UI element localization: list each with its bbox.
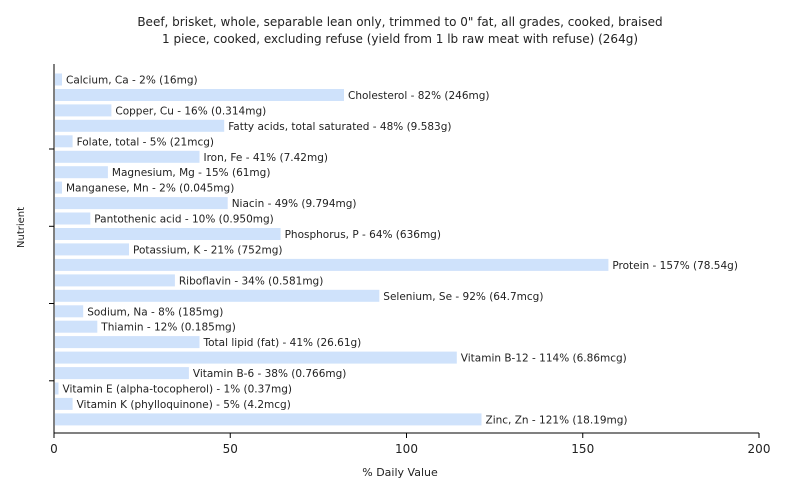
bar — [55, 150, 200, 163]
bar-label: Sodium, Na - 8% (185mg) — [87, 306, 223, 318]
bar-label: Niacin - 49% (9.794mg) — [232, 198, 357, 210]
bar-label: Phosphorus, P - 64% (636mg) — [285, 229, 441, 241]
bar — [55, 305, 84, 318]
chart-title-line-2: 1 piece, cooked, excluding refuse (yield… — [162, 32, 638, 46]
bar-label: Vitamin E (alpha-tocopherol) - 1% (0.37m… — [63, 384, 293, 396]
bar — [55, 397, 73, 410]
bar — [55, 367, 189, 380]
bar-label: Riboflavin - 34% (0.581mg) — [179, 275, 323, 287]
axes-group: 0 50 100 150 200 — [49, 64, 770, 456]
bar — [55, 228, 281, 240]
bar — [55, 243, 129, 256]
bar-label: Manganese, Mn - 2% (0.045mg) — [66, 183, 234, 195]
bar-label: Iron, Fe - 41% (7.42mg) — [204, 152, 328, 164]
x-tick-label: 200 — [748, 442, 771, 456]
bar — [55, 73, 62, 86]
x-tick-label: 150 — [571, 442, 594, 456]
bar-label: Calcium, Ca - 2% (16mg) — [66, 75, 198, 87]
bar-label: Total lipid (fat) - 41% (26.61g) — [203, 337, 362, 349]
bar-label: Vitamin B-12 - 114% (6.86mcg) — [461, 353, 627, 365]
bar-label: Cholesterol - 82% (246mg) — [348, 90, 490, 102]
bar-label: Zinc, Zn - 121% (18.19mg) — [486, 414, 628, 426]
bar — [55, 212, 91, 225]
bar — [55, 382, 59, 395]
bar-group — [55, 73, 609, 426]
bar — [55, 104, 112, 117]
bar — [55, 413, 482, 426]
bar — [55, 197, 228, 210]
bar-label: Selenium, Se - 92% (64.7mcg) — [383, 291, 543, 303]
y-axis-label: Nutrient — [16, 206, 27, 248]
bar — [55, 258, 609, 271]
bar — [55, 119, 225, 132]
bar — [55, 320, 98, 333]
bar-label: Pantothenic acid - 10% (0.950mg) — [94, 214, 273, 226]
x-tick-label: 0 — [50, 442, 58, 456]
bar — [55, 89, 344, 101]
bar — [55, 351, 457, 364]
bar-label: Potassium, K - 21% (752mg) — [133, 244, 283, 256]
bar — [55, 135, 73, 148]
bar — [55, 289, 380, 302]
bar — [55, 336, 200, 349]
bar — [55, 274, 175, 287]
bar-label: Fatty acids, total saturated - 48% (9.58… — [228, 121, 451, 133]
bar-label: Protein - 157% (78.54g) — [612, 260, 738, 272]
x-tick-label: 100 — [395, 442, 418, 456]
bar-label: Vitamin B-6 - 38% (0.766mg) — [193, 368, 347, 380]
bar-label: Vitamin K (phylloquinone) - 5% (4.2mcg) — [77, 399, 291, 411]
bar — [55, 181, 62, 194]
x-axis-label: % Daily Value — [362, 466, 438, 479]
bar-label: Copper, Cu - 16% (0.314mg) — [115, 105, 266, 117]
bar-label: Magnesium, Mg - 15% (61mg) — [112, 167, 271, 179]
bar-label: Thiamin - 12% (0.185mg) — [100, 322, 236, 334]
bar — [55, 166, 108, 179]
x-tick-label: 50 — [223, 442, 238, 456]
bar-label: Folate, total - 5% (21mcg) — [77, 136, 214, 148]
bar-label-group: Calcium, Ca - 2% (16mg) Cholesterol - 82%… — [63, 75, 738, 427]
chart-title-line-1: Beef, brisket, whole, separable lean onl… — [137, 15, 663, 29]
